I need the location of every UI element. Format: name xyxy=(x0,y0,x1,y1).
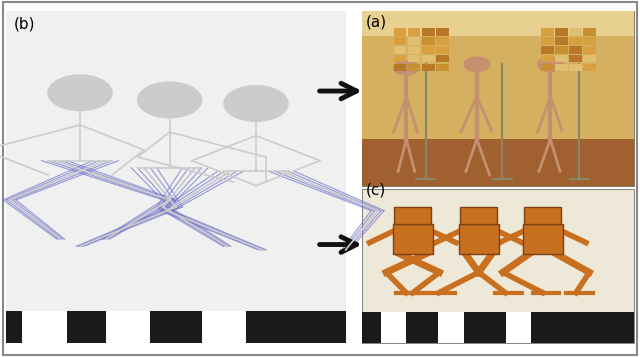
Bar xyxy=(106,311,150,343)
Bar xyxy=(541,28,554,36)
Bar xyxy=(393,224,433,254)
Bar xyxy=(555,28,568,36)
Circle shape xyxy=(394,61,419,75)
Bar xyxy=(583,28,596,36)
Bar xyxy=(422,64,435,71)
Bar xyxy=(436,46,449,54)
Text: (a): (a) xyxy=(366,15,387,30)
Bar xyxy=(362,11,634,36)
Bar xyxy=(436,55,449,62)
Circle shape xyxy=(464,57,490,71)
Bar xyxy=(362,139,634,186)
Bar xyxy=(394,207,431,224)
Bar xyxy=(555,55,568,62)
Bar xyxy=(22,311,67,343)
Bar xyxy=(422,28,435,36)
Bar xyxy=(541,55,554,62)
Bar xyxy=(408,37,420,45)
Bar xyxy=(394,37,406,45)
Bar xyxy=(362,312,634,343)
Text: (c): (c) xyxy=(366,183,387,198)
Circle shape xyxy=(48,75,112,111)
Bar xyxy=(555,64,568,71)
Bar xyxy=(362,11,634,139)
Bar xyxy=(381,312,406,343)
Bar xyxy=(394,46,406,54)
Bar xyxy=(202,311,246,343)
Bar xyxy=(394,55,406,62)
Bar xyxy=(569,28,582,36)
Bar xyxy=(523,224,563,254)
Bar xyxy=(394,64,406,71)
Bar xyxy=(422,46,435,54)
Bar xyxy=(460,207,497,224)
Bar xyxy=(408,28,420,36)
Circle shape xyxy=(138,82,202,118)
Bar xyxy=(524,207,561,224)
Bar xyxy=(583,46,596,54)
Bar xyxy=(583,64,596,71)
Bar xyxy=(408,64,420,71)
Bar xyxy=(422,55,435,62)
Bar xyxy=(394,28,406,36)
Bar xyxy=(541,64,554,71)
Bar xyxy=(506,312,531,343)
Bar xyxy=(436,64,449,71)
Circle shape xyxy=(538,57,563,71)
Bar xyxy=(459,224,499,254)
Circle shape xyxy=(224,86,288,121)
Bar xyxy=(422,37,435,45)
Bar xyxy=(569,64,582,71)
Bar xyxy=(6,311,346,343)
Text: (b): (b) xyxy=(14,16,36,31)
Bar xyxy=(362,11,634,186)
Bar xyxy=(436,37,449,45)
Bar xyxy=(541,37,554,45)
Bar xyxy=(583,55,596,62)
Bar xyxy=(555,37,568,45)
Bar xyxy=(438,312,464,343)
Bar xyxy=(569,37,582,45)
Bar xyxy=(569,46,582,54)
Bar xyxy=(6,11,346,343)
Bar xyxy=(362,189,634,343)
Bar xyxy=(408,46,420,54)
Bar xyxy=(408,55,420,62)
Bar xyxy=(436,28,449,36)
Bar xyxy=(541,46,554,54)
Bar xyxy=(555,46,568,54)
Bar xyxy=(569,55,582,62)
Bar xyxy=(583,37,596,45)
